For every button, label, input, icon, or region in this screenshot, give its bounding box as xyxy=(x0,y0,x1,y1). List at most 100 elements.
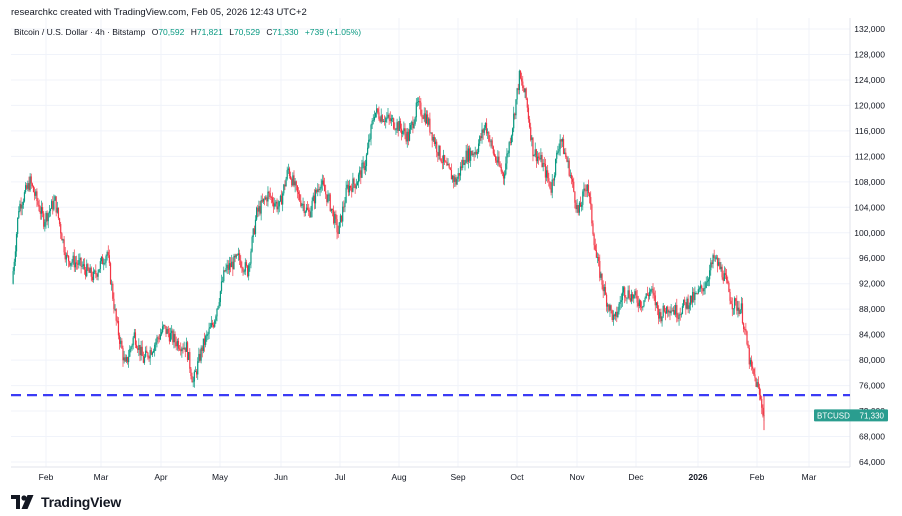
candle-body xyxy=(318,189,320,191)
candle-body xyxy=(487,132,489,134)
candle-body xyxy=(244,262,246,272)
candle-body xyxy=(711,262,713,265)
candle-body xyxy=(198,353,200,362)
candle-body xyxy=(740,303,742,310)
x-tick-label: Mar xyxy=(802,472,817,482)
candle-body xyxy=(312,195,314,201)
x-tick-label: Apr xyxy=(154,472,167,482)
candle-body xyxy=(268,191,270,194)
candle-body xyxy=(384,121,386,123)
candle-body xyxy=(602,284,604,292)
candle-body xyxy=(453,175,455,182)
candle-body xyxy=(96,274,98,277)
candle-body xyxy=(732,308,735,310)
candle-body xyxy=(596,257,599,258)
candle-body xyxy=(297,192,300,194)
candle-body xyxy=(177,341,180,349)
candle-body xyxy=(167,328,169,334)
candle-body xyxy=(696,293,698,294)
candle-body xyxy=(23,192,26,202)
open-value: 70,592 xyxy=(158,27,185,37)
candle-body xyxy=(179,348,181,350)
candle-body xyxy=(73,255,75,268)
candle-body xyxy=(65,254,67,260)
candle-body xyxy=(505,163,507,175)
candle-body xyxy=(75,262,78,264)
candle-body xyxy=(703,288,705,292)
candle-body xyxy=(350,185,352,188)
candle-body xyxy=(172,330,174,343)
candle-body xyxy=(633,294,635,299)
candle-body xyxy=(475,151,477,154)
candle-body xyxy=(626,297,628,299)
candle-body xyxy=(111,283,113,285)
candle-body xyxy=(146,350,148,353)
low-value: 70,529 xyxy=(233,27,260,37)
candle-body xyxy=(99,261,101,270)
candle-body xyxy=(370,125,372,139)
candle-body xyxy=(645,293,647,299)
candle-body xyxy=(107,251,109,256)
candle-body xyxy=(151,352,154,355)
candle-body xyxy=(420,102,422,115)
candle-body xyxy=(570,174,573,179)
candle-body xyxy=(164,325,166,326)
last-price-value: 71,330 xyxy=(860,411,885,420)
y-tick-label: 68,000 xyxy=(859,432,885,442)
candle-body xyxy=(415,102,417,118)
candle-body xyxy=(47,213,49,222)
candle-body xyxy=(262,198,265,202)
candle-body xyxy=(404,128,406,134)
candle-body xyxy=(276,201,278,210)
candle-body xyxy=(442,155,445,163)
candle-body xyxy=(98,269,100,273)
candle-body xyxy=(423,113,425,119)
candle-body xyxy=(405,133,407,142)
candle-body xyxy=(77,263,79,265)
candle-body xyxy=(424,113,426,124)
candle-body xyxy=(590,196,592,205)
candle-body xyxy=(543,163,545,164)
candle-body xyxy=(226,264,228,268)
candle-body xyxy=(182,348,184,350)
candle-body xyxy=(689,295,691,306)
tradingview-brand[interactable]: TradingView xyxy=(11,494,121,510)
candle-body xyxy=(156,337,158,343)
candle-body xyxy=(561,138,564,142)
candle-body xyxy=(49,209,52,212)
candle-body xyxy=(647,294,650,297)
candle-body xyxy=(22,201,24,205)
candle-body xyxy=(522,81,524,89)
candle-body xyxy=(403,128,405,132)
candle-body xyxy=(196,371,198,375)
candle-body xyxy=(506,153,508,164)
candle-body xyxy=(205,336,207,345)
candle-body xyxy=(37,200,39,205)
candle-body xyxy=(41,207,44,214)
candle-body xyxy=(304,211,306,213)
candle-body xyxy=(653,292,655,296)
candle-body xyxy=(494,156,497,161)
candle-body xyxy=(491,140,493,147)
candle-body xyxy=(147,352,149,358)
x-tick-label: Jul xyxy=(335,472,346,482)
candle-body xyxy=(333,210,335,224)
candle-body xyxy=(81,265,83,267)
candle-body xyxy=(666,306,668,314)
candle-body xyxy=(659,312,661,319)
candle-body xyxy=(706,281,708,283)
candle-body xyxy=(258,206,260,212)
candle-body xyxy=(317,189,319,192)
candle-body xyxy=(220,281,223,292)
tradingview-logo-icon xyxy=(11,495,34,509)
candle-body xyxy=(517,88,519,91)
candle-body xyxy=(331,208,334,211)
candle-body xyxy=(35,191,37,196)
candle-body xyxy=(516,88,518,100)
candle-body xyxy=(150,350,152,355)
candle-body xyxy=(259,206,261,214)
candle-body xyxy=(611,310,613,321)
candle-body xyxy=(90,267,92,277)
candle-body xyxy=(489,141,491,143)
